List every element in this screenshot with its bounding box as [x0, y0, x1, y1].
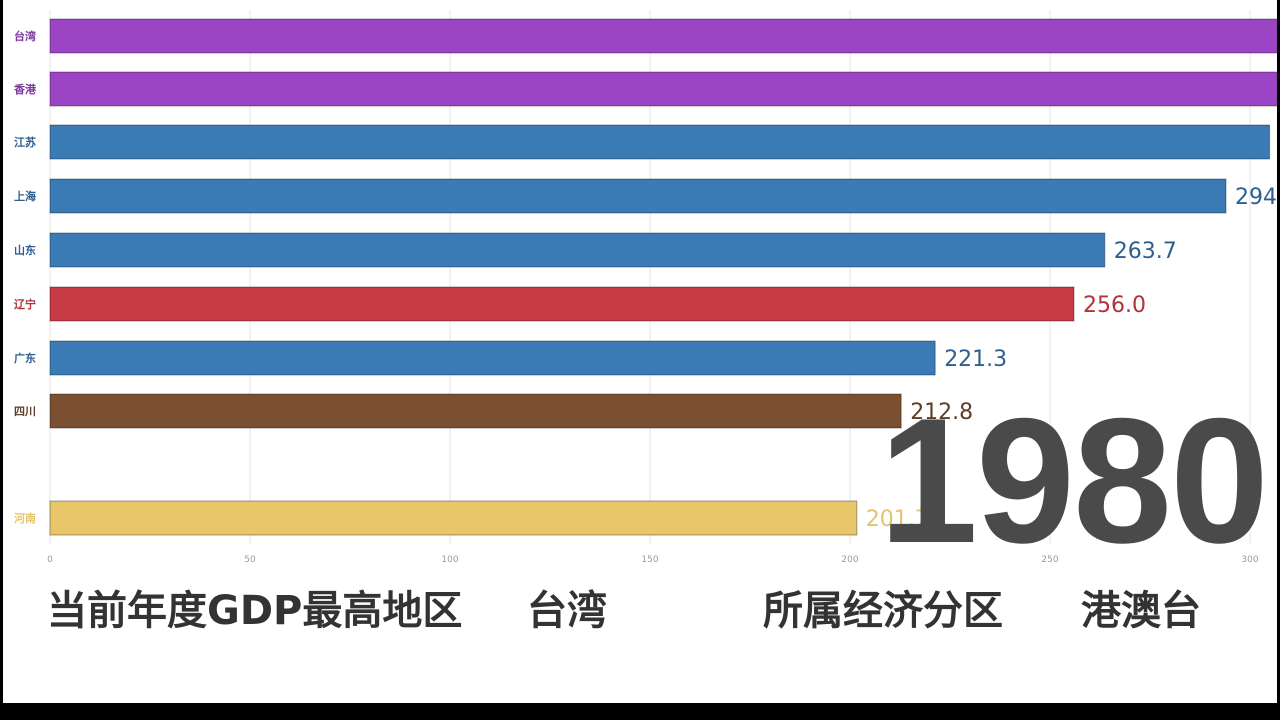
category-label: 上海 [14, 189, 36, 203]
bar [49, 286, 1075, 322]
bar [49, 340, 936, 376]
value-label: 263.7 [1114, 239, 1177, 264]
bar [49, 178, 1227, 214]
category-label: 台湾 [14, 29, 36, 43]
zone-value: 港澳台 [1081, 588, 1201, 634]
x-axis-ticks: 050100150200250300350400450500 [47, 555, 1259, 565]
category-label: 河南 [14, 511, 36, 525]
category-label: 山东 [14, 243, 36, 257]
value-labels: 556.3373.3304.9294.0263.7256.0221.3212.8… [866, 185, 1277, 532]
x-tick-label: 200 [841, 555, 858, 565]
x-tick-label: 250 [1041, 555, 1058, 565]
bar [49, 232, 1106, 268]
value-label: 294.0 [1235, 185, 1277, 210]
x-tick-label: 100 [441, 555, 458, 565]
x-tick-label: 150 [641, 555, 658, 565]
bars [49, 18, 1277, 536]
bar [49, 18, 1277, 54]
zone-label: 所属经济分区 [763, 588, 1003, 634]
category-label: 四川 [14, 405, 36, 418]
bar [49, 393, 902, 429]
category-label: 辽宁 [14, 297, 36, 311]
x-tick-label: 50 [244, 555, 256, 565]
value-label: 221.3 [944, 347, 1007, 372]
x-tick-label: 0 [47, 555, 53, 565]
top-region-value: 台湾 [527, 588, 607, 634]
value-label: 212.8 [910, 400, 973, 425]
bar [49, 124, 1271, 160]
bar [49, 500, 858, 536]
top-region-label: 当前年度GDP最高地区 [47, 588, 463, 634]
year-label: 1980 [879, 381, 1269, 580]
category-label: 广东 [14, 351, 36, 365]
value-label: 256.0 [1083, 293, 1146, 318]
category-label: 江苏 [14, 135, 36, 149]
value-label: 201.7 [866, 507, 929, 532]
category-label: 香港 [13, 82, 37, 96]
bar [49, 71, 1277, 107]
x-tick-label: 300 [1241, 555, 1258, 565]
